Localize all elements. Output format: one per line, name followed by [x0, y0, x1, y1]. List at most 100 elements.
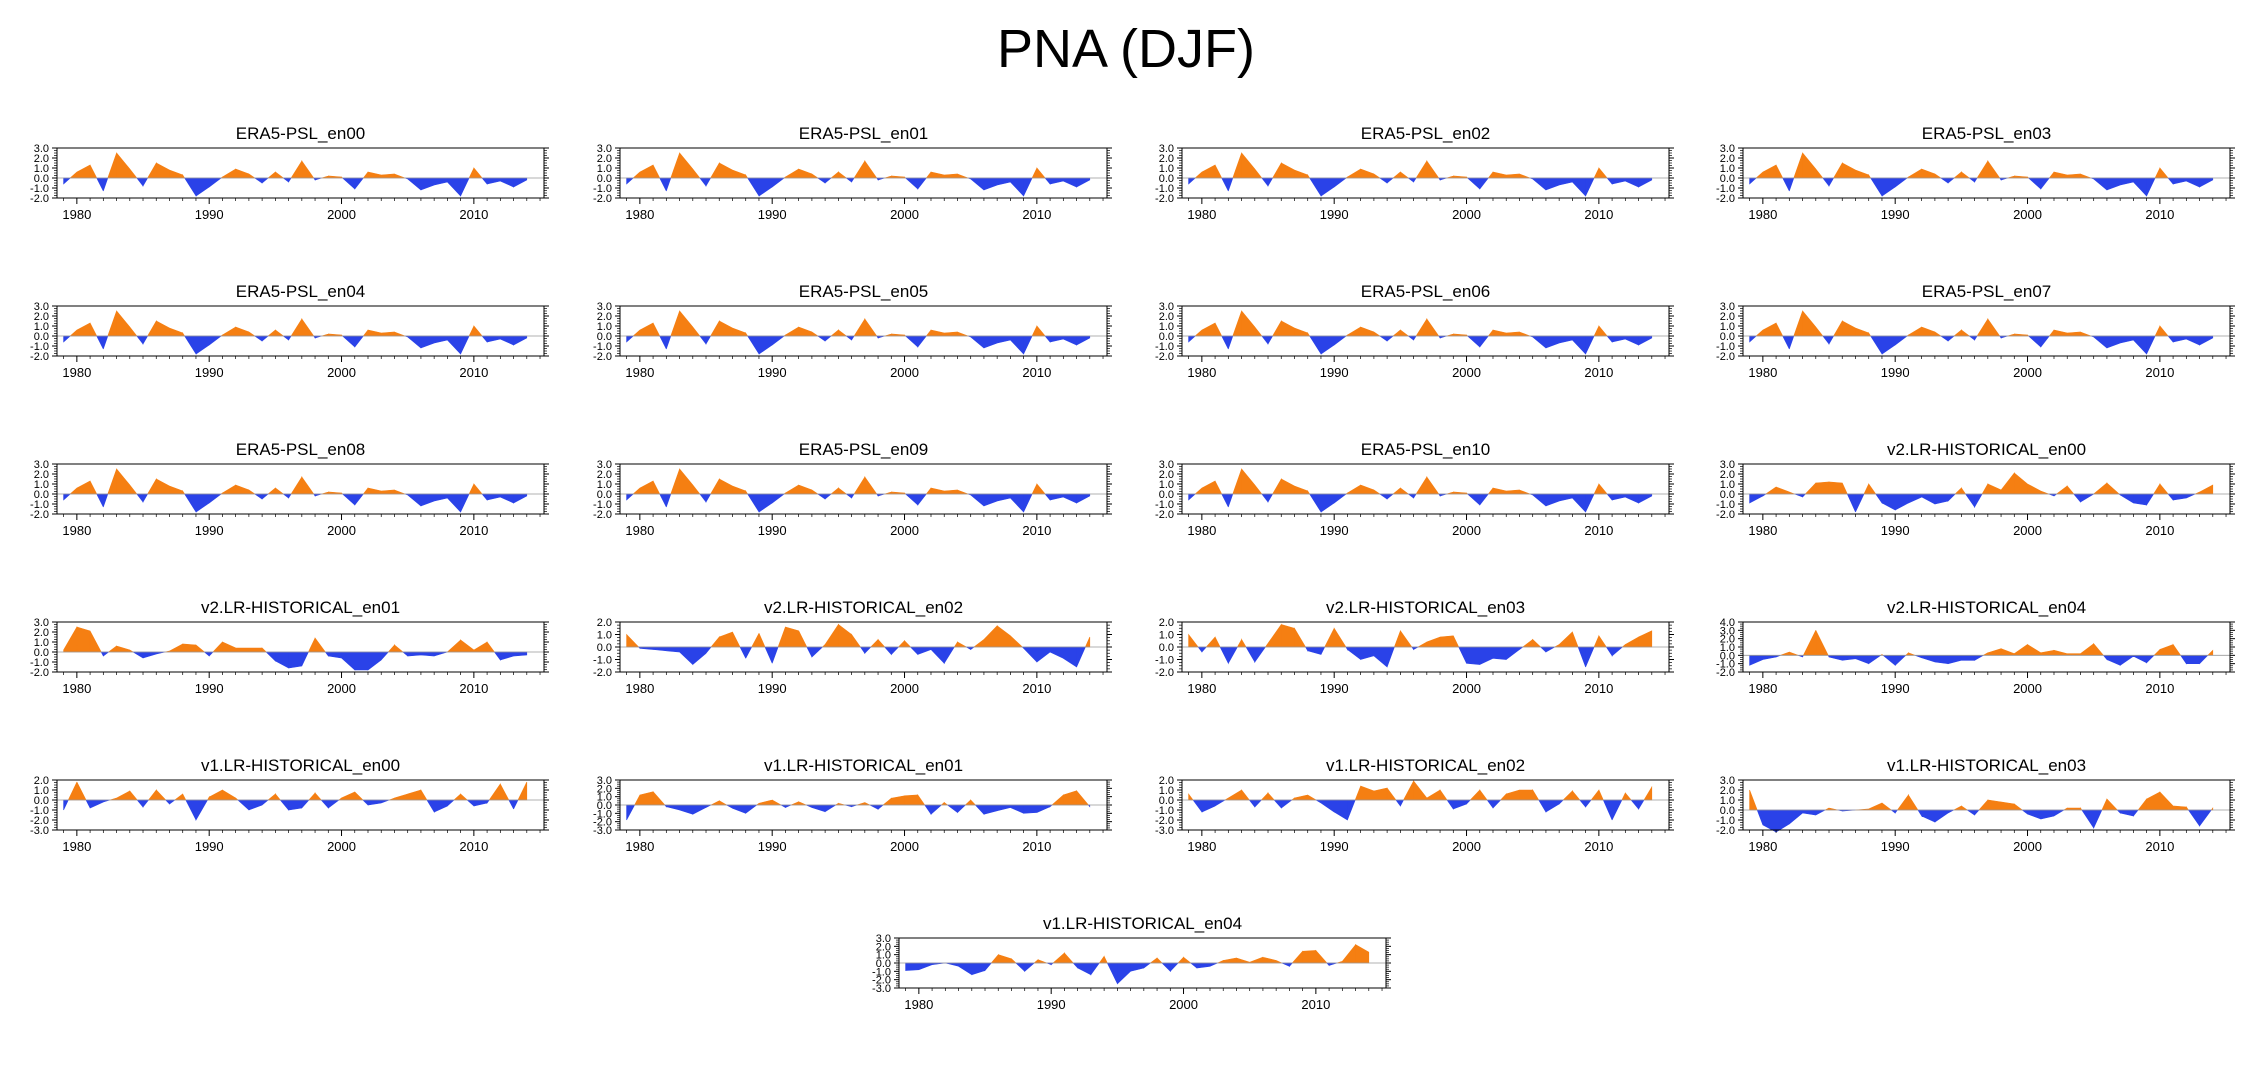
panel-title: v2.LR-HISTORICAL_en01	[201, 598, 400, 617]
y-tick-label: -1.0	[1716, 341, 1735, 353]
y-tick-label: 2.0	[1720, 311, 1735, 323]
panel-title: ERA5-PSL_en03	[1922, 124, 2051, 143]
y-tick-label: -1.0	[1155, 499, 1174, 511]
y-tick-label: -1.0	[30, 183, 49, 195]
x-tick-label: 1990	[1881, 681, 1910, 696]
x-tick-label: 1990	[758, 365, 787, 380]
x-tick-label: 1980	[1748, 365, 1777, 380]
y-tick-label: 3.0	[597, 143, 612, 155]
x-tick-label: 1980	[1187, 681, 1216, 696]
negative-area	[1188, 493, 1653, 514]
positive-area	[1764, 472, 2214, 495]
y-tick-label: 0.0	[34, 795, 49, 807]
x-tick-label: 2010	[1022, 839, 1051, 854]
y-tick-label: 0.0	[1720, 173, 1735, 185]
y-tick-label: -3.0	[593, 825, 612, 837]
y-tick-label: -3.0	[872, 983, 891, 995]
y-tick-label: 2.0	[1720, 469, 1735, 481]
panel-19: v1.LR-HISTORICAL_en03 3.02.01.00.0-1.0-2.…	[1716, 756, 2235, 854]
panel-title: v1.LR-HISTORICAL_en01	[764, 756, 963, 775]
y-tick-label: 2.0	[597, 617, 612, 629]
x-tick-label: 2000	[2013, 839, 2042, 854]
y-tick-label: 3.0	[597, 775, 612, 787]
positive-area	[1749, 789, 2214, 811]
x-tick-label: 2010	[1584, 365, 1613, 380]
x-tick-label: 2000	[327, 681, 356, 696]
negative-area	[1756, 809, 2212, 833]
y-tick-label: -1.0	[1155, 805, 1174, 817]
y-tick-label: 3.0	[1159, 301, 1174, 313]
x-tick-label: 1990	[1320, 365, 1349, 380]
x-tick-label: 1980	[625, 365, 654, 380]
x-tick-label: 2010	[1584, 207, 1613, 222]
y-tick-label: 2.0	[34, 775, 49, 787]
negative-area	[905, 962, 1338, 985]
x-tick-label: 1990	[195, 839, 224, 854]
positive-area	[69, 310, 483, 337]
x-tick-label: 2000	[2013, 207, 2042, 222]
x-tick-label: 1980	[625, 681, 654, 696]
y-tick-label: -1.0	[1716, 815, 1735, 827]
y-tick-label: -2.0	[1155, 193, 1174, 205]
y-tick-label: -2.0	[30, 815, 49, 827]
y-tick-label: 0.0	[1159, 173, 1174, 185]
negative-area	[1749, 177, 2214, 198]
y-tick-label: -2.0	[1716, 667, 1735, 679]
y-tick-label: 1.0	[1720, 479, 1735, 491]
y-tick-label: -1.0	[1716, 183, 1735, 195]
positive-area	[990, 943, 1370, 964]
negative-area	[626, 177, 1091, 198]
x-tick-label: 2010	[1022, 207, 1051, 222]
y-tick-label: 3.0	[34, 301, 49, 313]
negative-area	[1749, 655, 2209, 666]
negative-area	[63, 493, 528, 514]
x-tick-label: 1980	[62, 523, 91, 538]
y-tick-label: -2.0	[593, 667, 612, 679]
y-tick-label: -2.0	[30, 193, 49, 205]
y-tick-label: -1.0	[30, 657, 49, 669]
x-tick-label: 1980	[62, 681, 91, 696]
positive-area	[634, 789, 1090, 806]
x-tick-label: 1990	[1320, 523, 1349, 538]
x-tick-label: 2000	[327, 839, 356, 854]
y-tick-label: 1.0	[34, 785, 49, 797]
x-tick-label: 1990	[1881, 365, 1910, 380]
y-tick-label: 0.0	[1159, 795, 1174, 807]
x-tick-label: 2000	[327, 207, 356, 222]
y-tick-label: -2.0	[1716, 509, 1735, 521]
y-tick-label: -1.0	[593, 341, 612, 353]
positive-area	[1188, 623, 1653, 648]
negative-area	[100, 651, 528, 671]
x-tick-label: 2010	[1584, 681, 1613, 696]
panel-title: ERA5-PSL_en02	[1361, 124, 1490, 143]
y-tick-label: 0.0	[1159, 489, 1174, 501]
negative-area	[1188, 177, 1653, 198]
y-tick-label: 0.0	[1720, 650, 1735, 662]
y-tick-label: 2.0	[34, 153, 49, 165]
x-tick-label: 2000	[1452, 681, 1481, 696]
panel-12: v2.LR-HISTORICAL_en01 3.02.01.00.0-1.0-2.…	[30, 598, 549, 696]
positive-area	[69, 468, 483, 495]
x-tick-label: 1990	[1881, 523, 1910, 538]
y-tick-label: 2.0	[597, 469, 612, 481]
x-tick-label: 2000	[2013, 365, 2042, 380]
x-tick-label: 2010	[459, 365, 488, 380]
x-tick-label: 1980	[1187, 207, 1216, 222]
figure-title: PNA (DJF)	[996, 19, 1255, 79]
y-tick-label: -1.0	[593, 808, 612, 820]
panel-title: v2.LR-HISTORICAL_en03	[1326, 598, 1525, 617]
x-tick-label: 2000	[327, 365, 356, 380]
panel-7: ERA5-PSL_en07 3.02.01.00.0-1.0-2.0 1980 199…	[1716, 282, 2235, 380]
y-tick-label: -2.0	[30, 667, 49, 679]
y-tick-label: -2.0	[872, 975, 891, 987]
y-tick-label: -1.0	[30, 499, 49, 511]
positive-area	[1780, 630, 2214, 656]
x-tick-label: 2010	[2145, 207, 2174, 222]
x-tick-label: 2000	[327, 523, 356, 538]
x-tick-label: 2000	[1452, 365, 1481, 380]
y-tick-label: 2.0	[34, 469, 49, 481]
panel-11: v2.LR-HISTORICAL_en00 3.02.01.00.0-1.0-2.…	[1716, 440, 2235, 538]
x-tick-label: 1980	[625, 207, 654, 222]
negative-area	[63, 177, 528, 198]
